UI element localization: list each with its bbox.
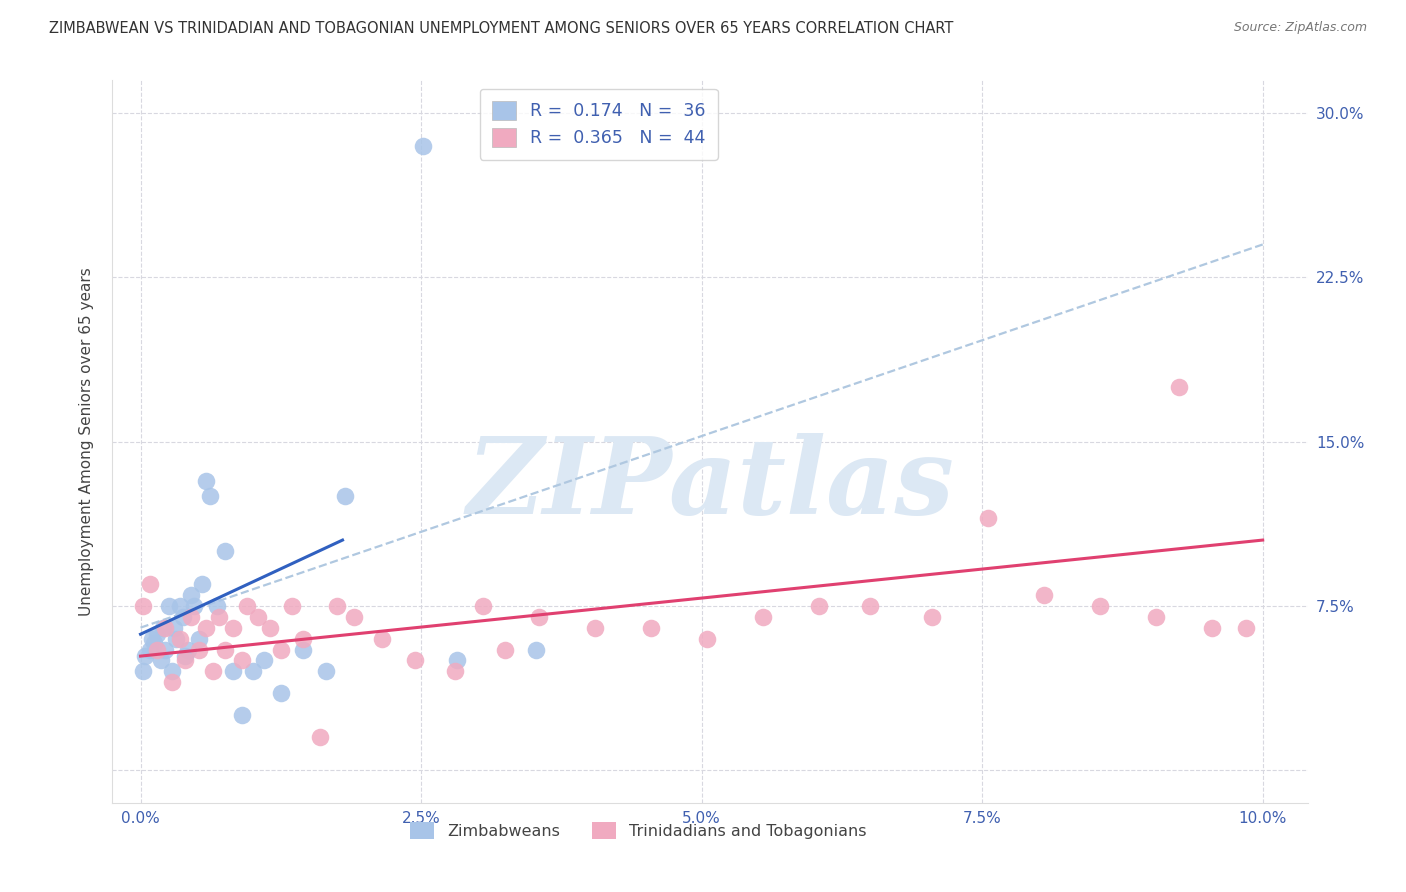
Point: [242, 665, 264, 679]
Point: [169, 632, 191, 646]
Point: [292, 642, 315, 657]
Point: [160, 665, 183, 679]
Point: [343, 609, 366, 624]
Point: [371, 632, 394, 646]
Point: [165, 632, 187, 646]
Point: [808, 599, 831, 613]
Point: [471, 599, 494, 613]
Point: [309, 730, 332, 744]
Point: [172, 609, 194, 624]
Point: [259, 621, 281, 635]
Point: [214, 544, 236, 558]
Point: [412, 139, 434, 153]
Point: [134, 649, 156, 664]
Point: [231, 708, 253, 723]
Point: [1144, 609, 1167, 624]
Point: [152, 621, 174, 635]
Point: [198, 489, 221, 503]
Point: [977, 511, 1000, 525]
Point: [132, 665, 155, 679]
Point: [247, 609, 270, 624]
Point: [333, 489, 356, 503]
Point: [149, 653, 172, 667]
Point: [191, 577, 214, 591]
Point: [326, 599, 349, 613]
Point: [208, 609, 231, 624]
Legend: Zimbabweans, Trinidadians and Tobagonians: Zimbabweans, Trinidadians and Tobagonian…: [401, 813, 876, 849]
Point: [270, 642, 292, 657]
Point: [253, 653, 276, 667]
Point: [281, 599, 304, 613]
Point: [494, 642, 516, 657]
Point: [157, 599, 180, 613]
Point: [1088, 599, 1111, 613]
Point: [231, 653, 253, 667]
Point: [194, 621, 217, 635]
Point: [155, 621, 177, 635]
Point: [315, 665, 337, 679]
Point: [143, 636, 166, 650]
Point: [1234, 621, 1257, 635]
Point: [443, 665, 465, 679]
Point: [141, 632, 163, 646]
Point: [446, 653, 468, 667]
Point: [221, 665, 243, 679]
Point: [138, 642, 160, 657]
Point: [174, 653, 197, 667]
Point: [583, 621, 606, 635]
Point: [169, 599, 191, 613]
Point: [921, 609, 943, 624]
Point: [270, 686, 292, 700]
Point: [205, 599, 228, 613]
Point: [183, 599, 205, 613]
Point: [214, 642, 236, 657]
Point: [180, 588, 202, 602]
Point: [1032, 588, 1054, 602]
Point: [194, 474, 217, 488]
Point: [202, 665, 225, 679]
Point: [696, 632, 718, 646]
Point: [155, 642, 177, 657]
Text: ZIPatlas: ZIPatlas: [467, 434, 953, 537]
Point: [1167, 380, 1189, 394]
Point: [221, 621, 243, 635]
Point: [524, 642, 547, 657]
Text: ZIMBABWEAN VS TRINIDADIAN AND TOBAGONIAN UNEMPLOYMENT AMONG SENIORS OVER 65 YEAR: ZIMBABWEAN VS TRINIDADIAN AND TOBAGONIAN…: [49, 21, 953, 36]
Point: [404, 653, 426, 667]
Point: [640, 621, 662, 635]
Point: [236, 599, 259, 613]
Point: [527, 609, 550, 624]
Point: [174, 649, 197, 664]
Point: [163, 621, 186, 635]
Point: [146, 627, 169, 641]
Point: [1201, 621, 1223, 635]
Point: [146, 642, 169, 657]
Point: [292, 632, 315, 646]
Point: [132, 599, 155, 613]
Point: [187, 632, 209, 646]
Point: [176, 642, 198, 657]
Point: [752, 609, 775, 624]
Point: [180, 609, 202, 624]
Point: [187, 642, 209, 657]
Y-axis label: Unemployment Among Seniors over 65 years: Unemployment Among Seniors over 65 years: [79, 268, 94, 615]
Point: [859, 599, 882, 613]
Point: [138, 577, 160, 591]
Text: Source: ZipAtlas.com: Source: ZipAtlas.com: [1233, 21, 1367, 34]
Point: [160, 675, 183, 690]
